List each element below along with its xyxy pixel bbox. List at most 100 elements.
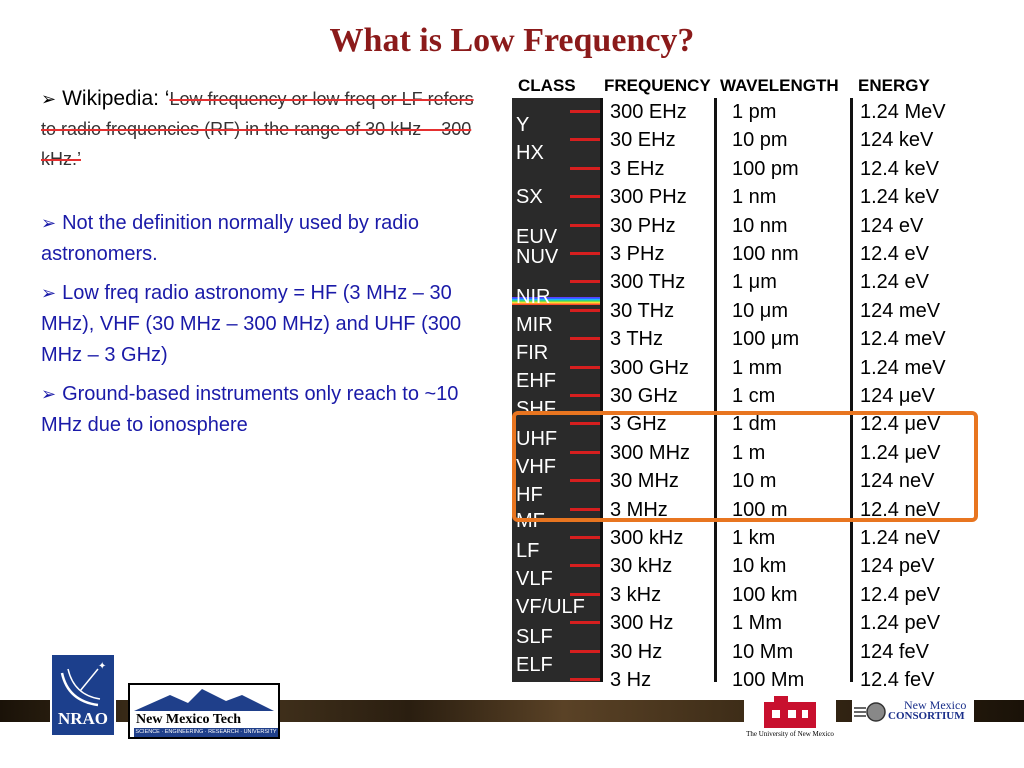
arrow-bullet-icon: ➢ [41,89,57,109]
wavelength-cell: 1 nm [732,186,777,209]
wavelength-cell: 100 km [732,583,798,606]
spectrum-row: 30 PHz 10 nm 124 eV [512,214,994,242]
nmc-line2: CONSORTIUM [888,710,965,722]
wavelength-cell: 100 μm [732,328,800,351]
class-tick [570,138,600,142]
frequency-cell: 300 kHz [610,527,684,549]
new-mexico-tech-logo: New Mexico Tech SCIENCE · ENGINEERING · … [128,683,280,739]
class-tick [570,592,600,596]
arrow-bullet-icon: ➢ [41,213,57,233]
energy-cell: 1.24 neV [860,527,941,549]
class-tick [570,649,600,653]
bullet-text: Ground-based instruments only reach to ~… [41,383,459,436]
class-tick [570,450,600,454]
wavelength-cell: 10 nm [732,214,788,237]
energy-cell: 124 neV [860,470,935,493]
class-label: MIR [516,314,553,336]
em-spectrum-table: CLASS FREQUENCY WAVELENGTH ENERGY Y HX SX E… [512,70,994,691]
spectrum-row: 300 Hz 1 Mm 1.24 peV [512,611,994,639]
wavelength-cell: 100 nm [732,243,799,265]
nrao-dish-icon: ✦ [60,661,106,707]
energy-cell: 12.4 eV [860,243,929,265]
spectrum-row: 300 MHz 1 m 1.24 μeV [512,441,994,469]
wavelength-cell: 10 μm [732,299,788,322]
frequency-cell: 30 EHz [610,129,676,152]
class-column: Y HX SX EUV NUV NIR MIR FIR EHF SHF UHF VHF HF MF LF VL… [512,98,600,682]
energy-cell: 124 μeV [860,385,935,407]
bullet-text: Not the definition normally used by radi… [41,212,419,265]
frequency-cell: 30 PHz [610,214,676,237]
spectrum-row: 300 THz 1 μm 1.24 eV [512,270,994,298]
nm-consortium-logo: New Mexico CONSORTIUM [852,697,974,727]
frequency-cell: 3 kHz [610,583,662,606]
class-label: EUV [516,226,558,248]
class-tick [570,394,600,397]
zia-sun-icon [854,702,886,722]
header-wavelength: WAVELENGTH [720,76,839,95]
energy-cell: 12.4 meV [860,328,946,351]
class-label: FIR [516,342,549,364]
class-label: LF [516,540,540,562]
column-divider [600,98,603,682]
frequency-cell: 3 GHz [610,413,667,436]
bullet-list: ➢ Wikipedia: ‘Low frequency or low freq o… [41,84,481,441]
class-tick [570,252,600,255]
mountain-icon [134,689,274,711]
frequency-cell: 300 Hz [610,612,674,635]
class-tick [570,195,600,199]
class-tick [570,422,600,426]
class-label: VLF [516,568,553,590]
wavelength-cell: 1 dm [732,413,777,436]
slide-title: What is Low Frequency? [329,22,695,59]
spectrum-row: 300 EHz 1 pm 1.24 MeV [512,100,994,128]
frequency-cell: 300 GHz [610,356,689,379]
frequency-cell: 30 kHz [610,555,673,578]
frequency-cell: 30 MHz [610,470,679,493]
energy-cell: 12.4 feV [860,669,935,691]
wavelength-cell: 1 mm [732,356,782,379]
radio-highlight-box [512,411,978,522]
frequency-cell: 30 Hz [610,640,663,663]
spectrum-row: 3 EHz 100 pm 12.4 keV [512,157,994,185]
class-tick [570,621,600,625]
energy-cell: 12.4 keV [860,157,939,180]
spectrum-row: 300 kHz 1 km 1.24 neV [512,526,994,554]
class-label: UHF [516,428,558,450]
spectrum-row: 3 PHz 100 nm 12.4 eV [512,242,994,270]
energy-cell: 124 peV [860,555,935,578]
wavelength-cell: 10 pm [732,129,788,152]
spectrum-row: 30 kHz 10 km 124 peV [512,554,994,582]
class-label: EHF [516,370,556,392]
class-tick [570,308,600,312]
class-label: VF/ULF [516,596,585,618]
class-tick [570,110,600,113]
bullet-item: ➢ Not the definition normally used by rad… [41,208,481,270]
wavelength-cell: 1 pm [732,101,777,123]
energy-cell: 1.24 keV [860,186,939,209]
wavelength-cell: 1 km [732,527,776,549]
bullet-text: Low freq radio astronomy = HF (3 MHz – 3… [41,282,462,366]
wavelength-cell: 10 km [732,555,787,578]
wavelength-cell: 1 Mm [732,612,782,635]
spectrum-row: 3 GHz 1 dm 12.4 μeV [512,412,994,440]
spectrum-row: 30 EHz 10 pm 124 keV [512,128,994,156]
unm-name: The University of New Mexico [746,730,834,738]
spectrum-row: 3 MHz 100 m 12.4 neV [512,498,994,526]
energy-cell: 1.24 eV [860,271,929,294]
nrao-logo: ✦ NRAO [50,653,116,737]
wavelength-cell: 1 cm [732,385,776,407]
class-tick [570,223,600,227]
bullet-item: ➢ Low freq radio astronomy = HF (3 MHz – … [41,278,481,371]
class-label: SLF [516,626,553,648]
column-divider [850,98,853,682]
energy-cell: 1.24 MeV [860,101,946,123]
frequency-cell: 3 Hz [610,669,652,691]
class-label: SX [516,186,543,208]
spectrum-row: 300 GHz 1 mm 1.24 meV [512,356,994,384]
column-divider [714,98,717,682]
class-label: Y [516,114,530,136]
energy-cell: 12.4 μeV [860,413,941,436]
frequency-cell: 300 MHz [610,441,691,464]
frequency-cell: 3 MHz [610,498,668,521]
energy-cell: 124 eV [860,214,924,237]
